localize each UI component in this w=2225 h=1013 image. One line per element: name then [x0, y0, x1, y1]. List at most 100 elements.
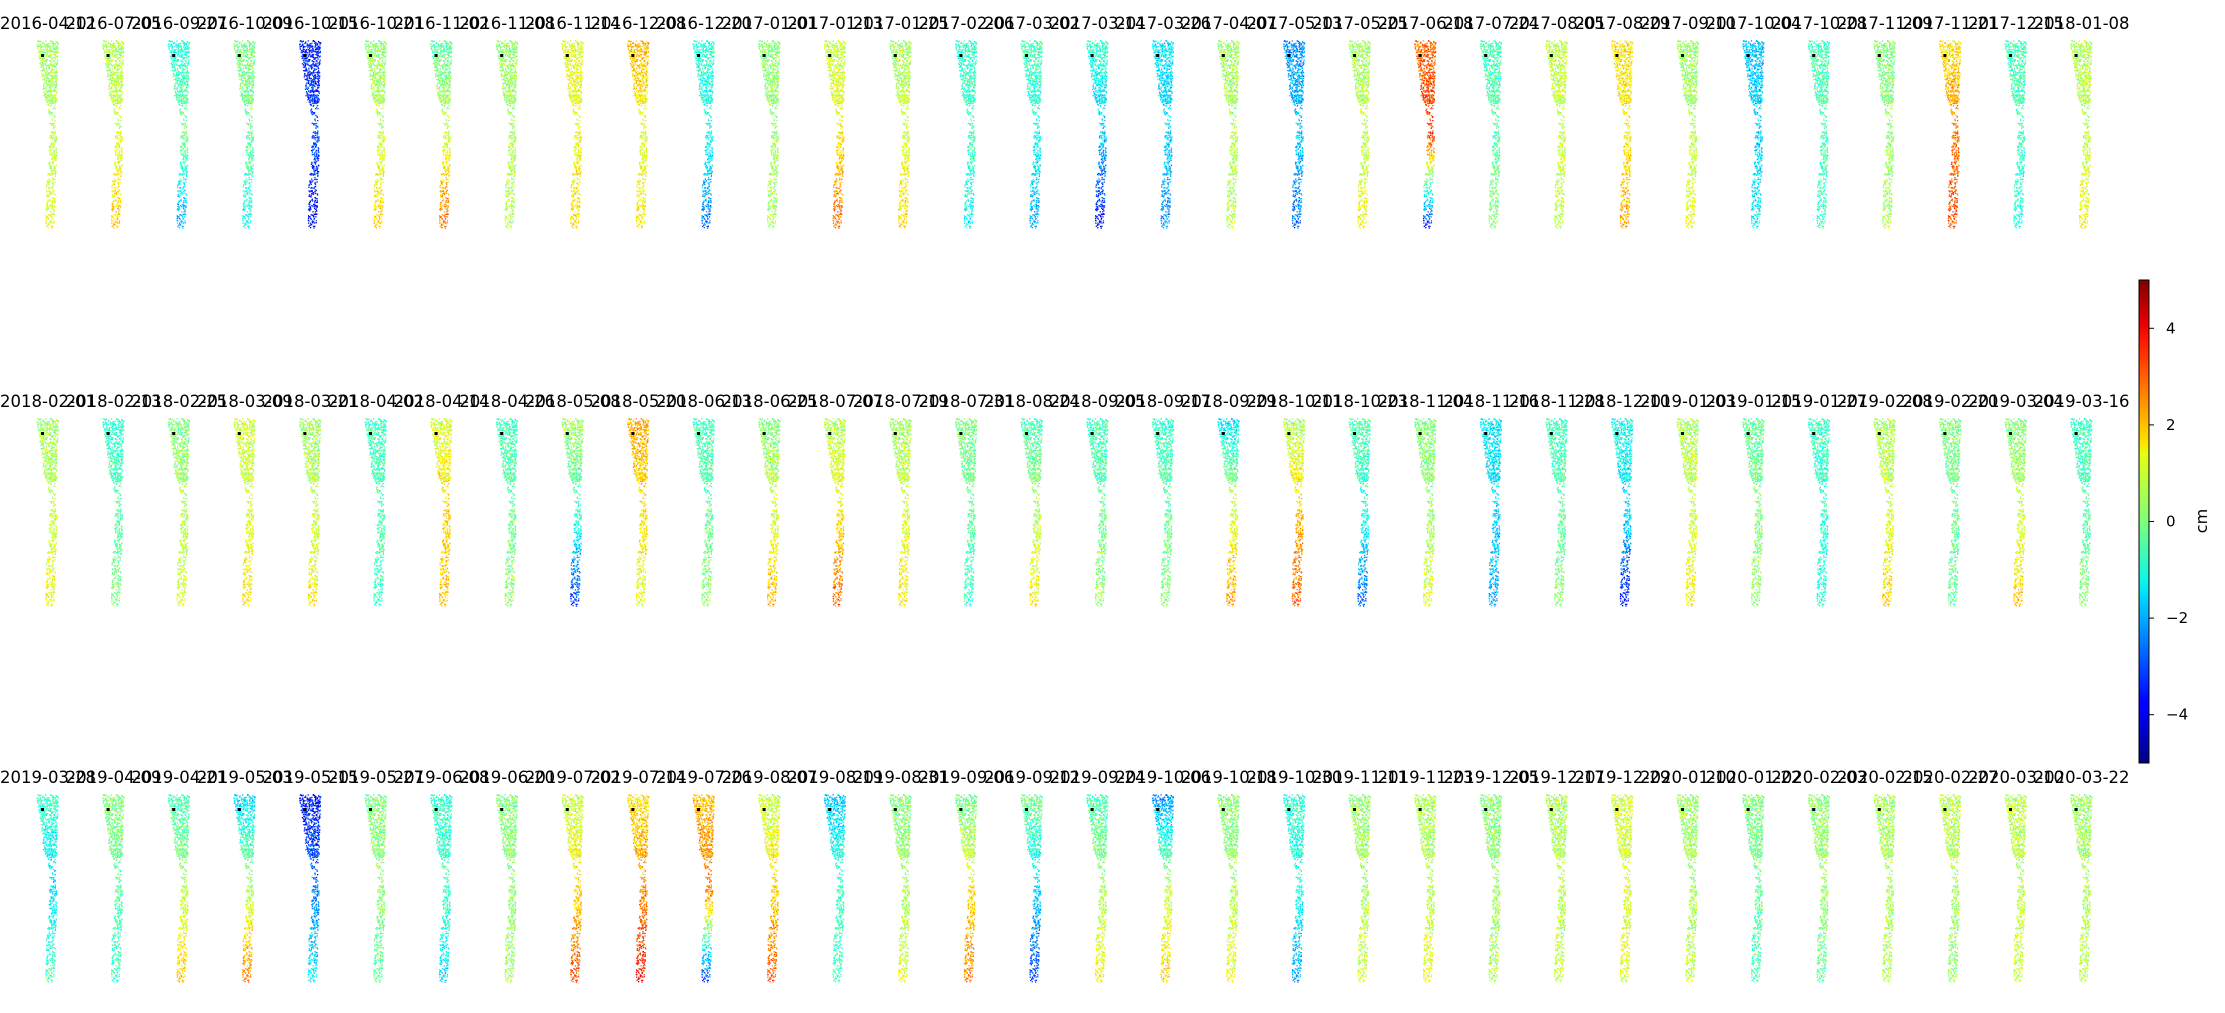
reference-point [435, 432, 438, 435]
reference-point [41, 432, 44, 435]
map-panel-2018-05-20: 2018-05-20 [590, 392, 686, 607]
reference-point [435, 808, 438, 811]
deformation-points [1808, 40, 1830, 229]
reference-point [1353, 432, 1356, 435]
deformation-points [889, 40, 911, 229]
reference-point [2009, 432, 2012, 435]
colorbar-tick-label: 2 [2166, 416, 2176, 434]
map-panel-2018-07-07: 2018-07-07 [787, 392, 883, 607]
reference-point [1878, 432, 1881, 435]
map-panel-2018-07-31: 2018-07-31 [918, 392, 1014, 607]
reference-point [2075, 54, 2078, 57]
colorbar-tick-label: −2 [2166, 609, 2188, 627]
map-panel-2018-01-08: 2018-01-08 [2034, 14, 2130, 229]
map-panel-2017-08-05: 2017-08-05 [1509, 14, 1605, 229]
deformation-points [430, 40, 452, 229]
map-panel-2018-08-24: 2018-08-24 [984, 392, 1080, 607]
map-panel-2019-01-03: 2019-01-03 [1640, 392, 1736, 607]
reference-point [238, 432, 241, 435]
map-panel-2019-05-03: 2019-05-03 [197, 768, 293, 983]
reference-point [763, 808, 766, 811]
map-panel-2017-05-25: 2017-05-25 [1312, 14, 1408, 229]
reference-point [1222, 808, 1225, 811]
deformation-points [233, 418, 255, 607]
reference-point [369, 808, 372, 811]
reference-point [172, 54, 175, 57]
map-panel-2019-09-06: 2019-09-06 [918, 768, 1014, 983]
map-panel-2019-10-18: 2019-10-18 [1181, 768, 1277, 983]
deformation-points [824, 794, 846, 983]
reference-point [828, 808, 831, 811]
reference-point [631, 808, 634, 811]
deformation-points [955, 40, 977, 229]
deformation-points [1414, 418, 1436, 607]
map-panel-2019-10-06: 2019-10-06 [1115, 768, 1211, 983]
deformation-points [1873, 418, 1895, 607]
reference-point [500, 808, 503, 811]
reference-point [1943, 808, 1946, 811]
deformation-points [1545, 794, 1567, 983]
deformation-points [693, 418, 715, 607]
deformation-points [1939, 794, 1961, 983]
map-panel-2019-07-14: 2019-07-14 [590, 768, 686, 983]
map-panel-2018-02-25: 2018-02-25 [131, 392, 227, 607]
deformation-points [1283, 418, 1305, 607]
deformation-points [693, 40, 715, 229]
deformation-points [1152, 794, 1174, 983]
reference-point [1156, 808, 1159, 811]
map-panel-2017-03-14: 2017-03-14 [1050, 14, 1146, 229]
reference-point [1419, 808, 1422, 811]
colorbar-tick-label: 0 [2166, 513, 2176, 531]
reference-point [1747, 54, 1750, 57]
map-panel-2018-11-28: 2018-11-28 [1509, 392, 1605, 607]
map-panel-2019-10-30: 2019-10-30 [1246, 768, 1342, 983]
map-panel-2018-03-21: 2018-03-21 [262, 392, 358, 607]
reference-point [1615, 54, 1618, 57]
reference-point [41, 808, 44, 811]
map-panel-2019-08-07: 2019-08-07 [722, 768, 818, 983]
map-panel-2019-06-20: 2019-06-20 [459, 768, 555, 983]
map-panel-2017-05-13: 2017-05-13 [1246, 14, 1342, 229]
map-panel-2017-07-24: 2017-07-24 [1443, 14, 1539, 229]
reference-point [1287, 432, 1290, 435]
map-panel-2016-12-08: 2016-12-08 [590, 14, 686, 229]
map-panel-2016-12-20: 2016-12-20 [656, 14, 752, 229]
reference-point [1222, 432, 1225, 435]
reference-point [1484, 808, 1487, 811]
reference-point [1222, 54, 1225, 57]
reference-point [1812, 432, 1815, 435]
reference-point [500, 54, 503, 57]
reference-point [1156, 54, 1159, 57]
deformation-points [102, 40, 124, 229]
reference-point [828, 432, 831, 435]
deformation-points [1677, 40, 1699, 229]
deformation-points [1873, 794, 1895, 983]
map-panel-2017-03-02: 2017-03-02 [984, 14, 1080, 229]
map-panel-2017-11-21: 2017-11-21 [1902, 14, 1998, 229]
reference-point [2075, 808, 2078, 811]
map-panel-2017-11-09: 2017-11-09 [1837, 14, 1933, 229]
map-panel-2019-03-04: 2019-03-04 [1968, 392, 2064, 607]
reference-point [1156, 432, 1159, 435]
deformation-points [1611, 418, 1633, 607]
deformation-points [233, 40, 255, 229]
map-panel-grid: 2016-04-122016-07-052016-09-272016-10-09… [0, 14, 2129, 983]
map-panel-2018-02-01: 2018-02-01 [0, 392, 96, 607]
map-panel-2019-08-19: 2019-08-19 [787, 768, 883, 983]
reference-point [303, 54, 306, 57]
map-panel-2020-02-03: 2020-02-03 [1771, 768, 1867, 983]
map-panel-2019-01-27: 2019-01-27 [1771, 392, 1867, 607]
map-panel-2017-09-10: 2017-09-10 [1640, 14, 1736, 229]
map-panel-2019-02-20: 2019-02-20 [1902, 392, 1998, 607]
deformation-points [2005, 40, 2027, 229]
reference-point [1025, 432, 1028, 435]
deformation-points [496, 794, 518, 983]
reference-point [369, 54, 372, 57]
deformation-points [1611, 40, 1633, 229]
deformation-points [1349, 418, 1371, 607]
map-panel-2019-05-15: 2019-05-15 [262, 768, 358, 983]
deformation-points [955, 794, 977, 983]
deformation-points [1283, 794, 1305, 983]
map-panel-2017-03-26: 2017-03-26 [1115, 14, 1211, 229]
reference-point [1747, 432, 1750, 435]
